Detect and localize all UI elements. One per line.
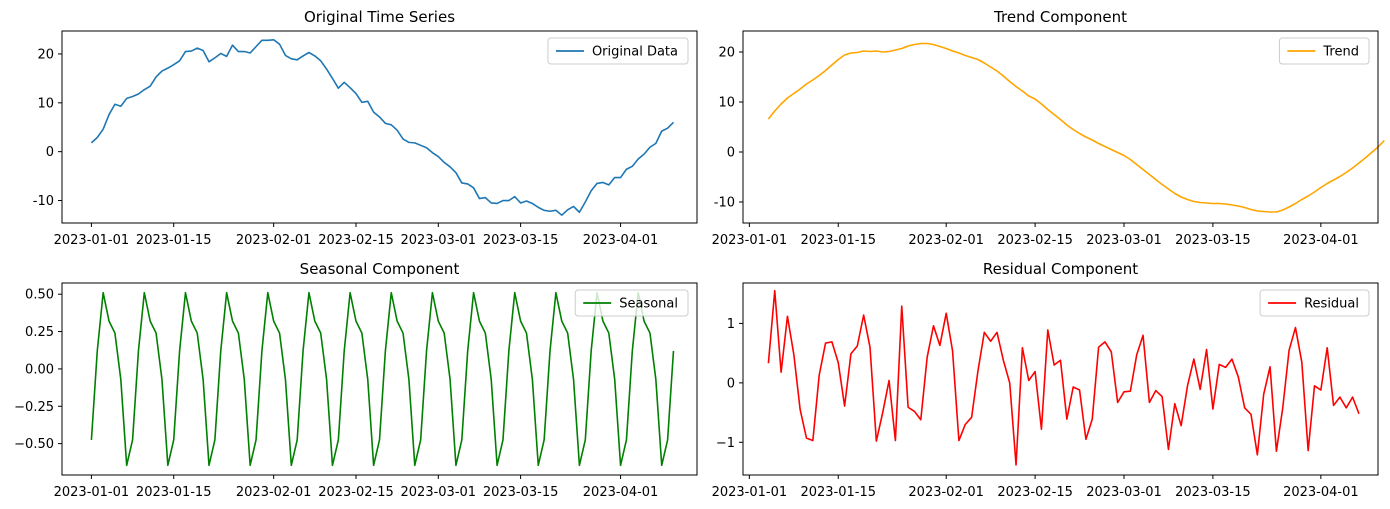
y-tick-label: 10 <box>37 96 54 111</box>
original-panel: Original Time Series -10 0 10 20 2023-01-01 20… <box>33 8 698 248</box>
y-tick-label: 0 <box>727 146 735 161</box>
y-tick-label: 0.00 <box>25 362 54 377</box>
x-tick-label: 2023-04-01 <box>1283 233 1359 248</box>
x-tick-label: 2023-01-01 <box>54 485 130 500</box>
x-tick-label: 2023-01-15 <box>136 233 212 248</box>
x-tick-label: 2023-03-01 <box>1086 485 1162 500</box>
axes-frame <box>742 282 1379 476</box>
x-tick-label: 2023-04-01 <box>583 485 659 500</box>
x-tick-label: 2023-01-15 <box>136 485 212 500</box>
y-tick-label: -10 <box>714 196 735 211</box>
x-tick-label: 2023-04-01 <box>1283 485 1359 500</box>
x-tick-label: 2023-02-01 <box>236 485 312 500</box>
residual-panel: Residual Component −1 0 1 2023-01-01 2023-01-… <box>712 260 1379 500</box>
y-tick-label: −0.25 <box>14 400 54 415</box>
y-tick-label: 0.50 <box>25 288 54 303</box>
x-tick-label: 2023-02-15 <box>318 485 394 500</box>
x-tick-label: 2023-01-01 <box>712 485 788 500</box>
y-tick-label: 0 <box>46 145 54 160</box>
axes-frame <box>61 282 698 476</box>
y-tick-label: −1 <box>716 436 735 451</box>
y-tick-label: -10 <box>33 194 54 209</box>
chart-title: Original Time Series <box>304 8 455 26</box>
x-tick-label: 2023-01-01 <box>54 233 130 248</box>
x-tick-label: 2023-01-15 <box>800 485 876 500</box>
x-tick-label: 2023-03-15 <box>1175 233 1251 248</box>
x-tick-label: 2023-02-15 <box>997 485 1073 500</box>
x-tick-label: 2023-03-15 <box>483 485 559 500</box>
chart-title: Seasonal Component <box>300 260 460 278</box>
seasonal-panel: Seasonal Component −0.50 −0.25 0.00 0.25 0.50… <box>14 260 698 500</box>
y-tick-label: 10 <box>718 96 735 111</box>
x-tick-label: 2023-02-15 <box>318 233 394 248</box>
y-tick-label: −0.50 <box>14 437 54 452</box>
y-tick-label: 20 <box>718 46 735 61</box>
series-line <box>90 38 675 216</box>
x-tick-label: 2023-02-15 <box>997 233 1073 248</box>
y-tick-label: 0.25 <box>25 325 54 340</box>
series-line <box>767 289 1360 466</box>
x-tick-label: 2023-04-01 <box>583 233 659 248</box>
y-tick-label: 20 <box>37 47 54 62</box>
legend-label: Trend <box>1322 45 1359 60</box>
y-tick-label: 1 <box>727 317 735 332</box>
y-tick-label: 0 <box>727 376 735 391</box>
x-tick-label: 2023-03-15 <box>483 233 559 248</box>
axes-frame <box>742 30 1379 224</box>
legend-label: Original Data <box>592 45 678 60</box>
x-tick-label: 2023-01-01 <box>712 233 788 248</box>
legend-box <box>547 37 689 65</box>
x-tick-label: 2023-03-01 <box>1086 233 1162 248</box>
x-tick-label: 2023-03-15 <box>1175 485 1251 500</box>
legend-box <box>574 289 689 317</box>
series-line <box>767 42 1385 213</box>
x-tick-label: 2023-02-01 <box>908 485 984 500</box>
legend-box <box>1278 37 1370 65</box>
x-tick-label: 2023-02-01 <box>908 233 984 248</box>
chart-title: Trend Component <box>993 8 1127 26</box>
x-tick-label: 2023-03-01 <box>401 485 477 500</box>
legend-label: Residual <box>1304 297 1359 312</box>
chart-title: Residual Component <box>983 260 1138 278</box>
legend-label: Seasonal <box>619 297 678 312</box>
axes-frame <box>61 30 698 224</box>
x-tick-label: 2023-02-01 <box>236 233 312 248</box>
legend-box <box>1259 289 1370 317</box>
x-tick-label: 2023-01-15 <box>800 233 876 248</box>
x-tick-label: 2023-03-01 <box>401 233 477 248</box>
trend-panel: Trend Component -10 0 10 20 2023-01-01 2023-01… <box>712 8 1385 248</box>
series-line <box>90 291 675 467</box>
